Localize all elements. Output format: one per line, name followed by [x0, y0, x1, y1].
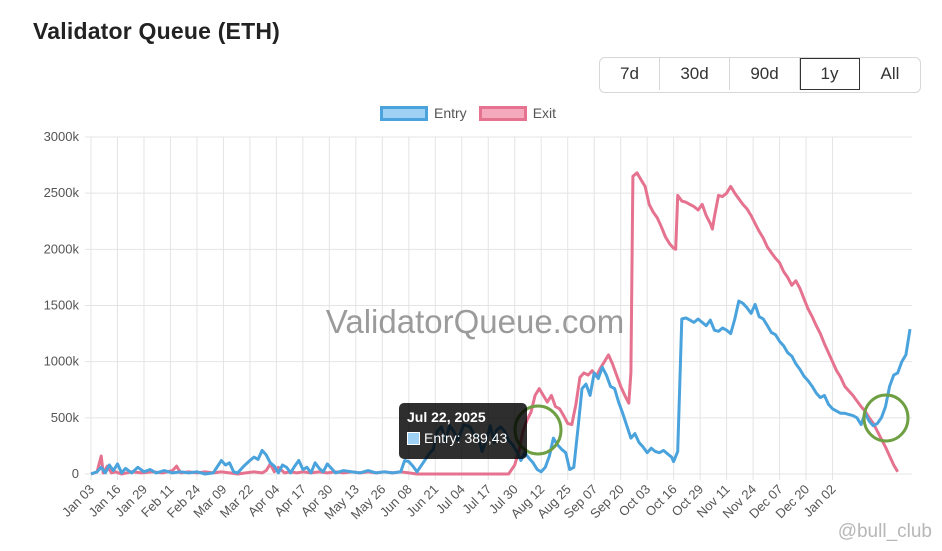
y-axis-ticks: 0 500k 1000k 1500k 2000k 2500k 3000k: [44, 129, 80, 481]
legend-swatch-exit: [478, 105, 527, 121]
credit-watermark: @bull_club: [837, 521, 932, 542]
y-tick-label: 0: [72, 466, 79, 481]
tooltip-swatch-entry: [407, 431, 420, 445]
range-button-all[interactable]: All: [860, 58, 920, 90]
data-tooltip: Jul 22, 2025 Entry: 389,43: [399, 403, 527, 459]
chart-legend: Entry Exit: [380, 105, 556, 121]
watermark-text: ValidatorQueue.com: [326, 303, 624, 340]
legend-swatch-entry: [380, 105, 428, 121]
tooltip-value: Entry: 389,43: [424, 430, 508, 446]
y-tick-label: 3000k: [44, 129, 80, 144]
highlight-circle-crossover-jan: [862, 393, 910, 443]
legend-label-entry: Entry: [434, 105, 467, 121]
legend-item-entry[interactable]: Entry: [380, 105, 467, 121]
series-line-entry: [90, 299, 912, 476]
chart-series: [90, 171, 912, 476]
range-button-90d[interactable]: 90d: [730, 58, 800, 90]
tooltip-date: Jul 22, 2025: [407, 409, 486, 425]
x-tick-label: Jul 17: [459, 482, 494, 517]
legend-item-exit[interactable]: Exit: [478, 105, 557, 121]
y-tick-label: 500k: [51, 410, 80, 425]
series-line-exit: [90, 171, 899, 476]
time-range-selector: 7d 30d 90d 1y All: [599, 57, 921, 93]
range-button-7d[interactable]: 7d: [600, 58, 660, 90]
legend-label-exit: Exit: [532, 105, 557, 121]
chart-title: Validator Queue (ETH): [33, 18, 281, 44]
range-button-1y[interactable]: 1y: [800, 58, 860, 90]
range-button-30d[interactable]: 30d: [660, 58, 730, 90]
x-tick-label: Jul 04: [433, 482, 468, 517]
y-tick-label: 2500k: [44, 185, 80, 200]
y-tick-label: 1500k: [44, 298, 80, 313]
y-tick-label: 2000k: [44, 241, 80, 256]
y-tick-label: 1000k: [44, 354, 80, 369]
